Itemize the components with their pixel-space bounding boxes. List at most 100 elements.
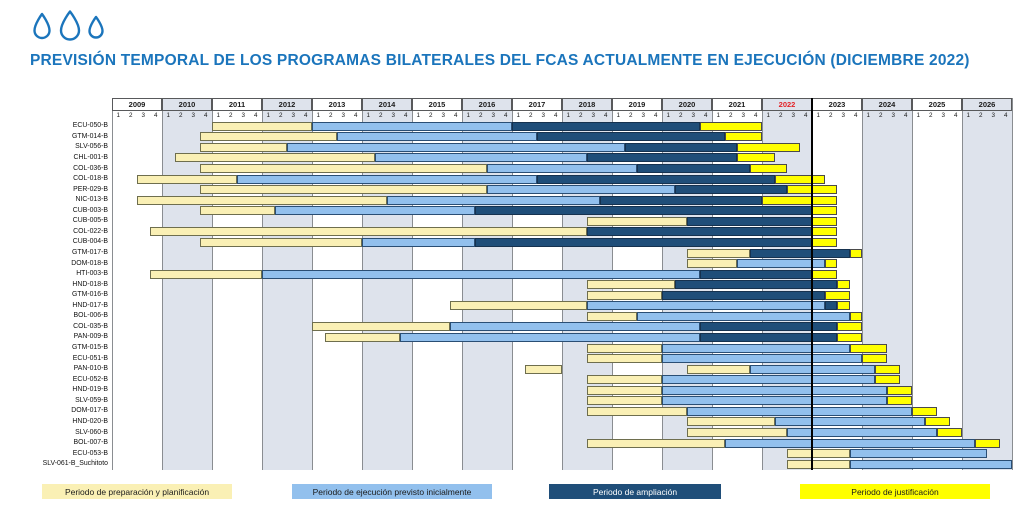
year-column-2009 <box>112 98 162 470</box>
quarter-row-2009: 1 2 3 4 <box>112 111 162 121</box>
quarter-label: 1 <box>716 112 720 119</box>
quarter-row-2021: 1 2 3 4 <box>712 111 762 121</box>
quarter-label: 4 <box>403 112 408 119</box>
gantt-bar-prep-BOL-007-B <box>587 438 725 448</box>
gantt-bar-exec-SLV-061-B_Suchitoto <box>849 459 1012 469</box>
quarter-label: 1 <box>966 112 970 119</box>
gantt-bar-just-ECU-052-B <box>874 375 900 385</box>
gantt-bar-just-GTM-016-B <box>824 290 850 300</box>
quarter-label: 3 <box>641 112 645 119</box>
quarter-label: 1 <box>566 112 570 119</box>
gantt-bar-amp-PAN-009-B <box>699 332 837 342</box>
quarter-row-2017: 1 2 3 4 <box>512 111 562 121</box>
year-header-2012: 2012 <box>262 98 312 111</box>
quarter-label: 3 <box>891 112 895 119</box>
gantt-bar-amp-CUB-005-B <box>687 216 812 226</box>
quarter-label: 1 <box>516 112 520 119</box>
quarter-row-2023: 1 2 3 4 <box>812 111 862 121</box>
quarter-label: 2 <box>578 112 583 119</box>
gantt-bar-prep-PAN-010-B <box>524 364 562 374</box>
quarter-label: 3 <box>291 112 295 119</box>
quarter-label: 1 <box>916 112 920 119</box>
gantt-bar-prep-DOM-017-B <box>587 406 687 416</box>
gantt-bar-just-ECU-051-B <box>862 354 887 364</box>
gantt-bar-prep-HND-020-B <box>687 417 775 427</box>
quarter-label: 2 <box>628 112 633 119</box>
gantt-bar-prep-COL-035-B <box>312 322 450 332</box>
gantt-bar-exec-DOM-018-B <box>737 259 825 269</box>
gantt-bar-prep-ECU-051-B <box>587 354 662 364</box>
row-label-COL-036-B: COL-036-B <box>73 164 108 172</box>
quarter-row-2011: 1 2 3 4 <box>212 111 262 121</box>
year-header-2019: 2019 <box>612 98 662 111</box>
gantt-bar-amp-PER-029-B <box>674 185 787 195</box>
quarter-label: 3 <box>191 112 195 119</box>
quarter-label: 4 <box>453 112 458 119</box>
row-label-HND-020-B: HND-020-B <box>72 417 108 425</box>
gantt-bar-just-PAN-009-B <box>837 332 862 342</box>
gantt-bar-just-DOM-017-B <box>912 406 937 416</box>
gantt-bar-amp-HTI-003-B <box>699 269 812 279</box>
gantt-bar-exec-BOL-006-B <box>637 311 850 321</box>
quarter-label: 1 <box>816 112 820 119</box>
gantt-bar-amp-ECU-050-B <box>512 121 700 131</box>
gantt-bar-exec-PER-029-B <box>487 185 675 195</box>
quarter-label: 4 <box>253 112 258 119</box>
row-label-COL-018-B: COL-018-B <box>73 175 108 183</box>
gantt-bar-just-SLV-059-B <box>887 396 912 406</box>
year-header-2009: 2009 <box>112 98 162 111</box>
gantt-bar-exec-COL-018-B <box>237 174 537 184</box>
quarter-label: 4 <box>203 112 208 119</box>
row-label-SLV-056-B: SLV-056-B <box>75 143 108 151</box>
gantt-bar-prep-HND-019-B <box>587 385 662 395</box>
gantt-bar-just-COL-018-B <box>774 174 825 184</box>
gantt-bar-prep-COL-036-B <box>199 164 487 174</box>
row-label-ECU-053-B: ECU-053-B <box>72 449 108 457</box>
quarter-label: 2 <box>678 112 683 119</box>
quarter-label: 3 <box>141 112 145 119</box>
quarter-label: 4 <box>553 112 558 119</box>
gantt-bar-just-CHL-001-B <box>737 153 775 163</box>
legend-item-prep: Periodo de preparación y planificación <box>42 484 232 499</box>
gantt-bar-just-HND-019-B <box>887 385 912 395</box>
row-label-CUB-005-B: CUB-005-B <box>72 217 108 225</box>
gantt-bar-exec-SLV-060-B <box>787 428 937 438</box>
row-label-ECU-050-B: ECU-050-B <box>72 122 108 130</box>
quarter-label: 4 <box>303 112 308 119</box>
quarter-label: 1 <box>866 112 870 119</box>
quarter-label: 4 <box>953 112 958 119</box>
gantt-bar-prep-CUB-005-B <box>587 216 687 226</box>
year-header-2025: 2025 <box>912 98 962 111</box>
quarter-label: 1 <box>666 112 670 119</box>
quarter-label: 1 <box>216 112 220 119</box>
year-header-2010: 2010 <box>162 98 212 111</box>
gantt-bar-prep-CUB-003-B <box>199 206 275 216</box>
gantt-bar-prep-COL-018-B <box>137 174 237 184</box>
gantt-bar-just-COL-035-B <box>837 322 862 332</box>
gantt-bar-exec-ECU-051-B <box>662 354 862 364</box>
quarter-label: 2 <box>428 112 433 119</box>
quarter-label: 3 <box>691 112 695 119</box>
gantt-bar-just-CUB-004-B <box>812 237 837 247</box>
quarter-label: 3 <box>491 112 495 119</box>
year-header-2024: 2024 <box>862 98 912 111</box>
gantt-bar-exec-SLV-059-B <box>662 396 887 406</box>
quarter-row-2015: 1 2 3 4 <box>412 111 462 121</box>
legend-item-just: Periodo de justificación <box>800 484 990 499</box>
gantt-bar-amp-COL-018-B <box>537 174 775 184</box>
gantt-bar-exec-COL-035-B <box>449 322 700 332</box>
gantt-bar-just-ECU-050-B <box>699 121 762 131</box>
quarter-label: 2 <box>528 112 533 119</box>
gantt-bar-prep-BOL-006-B <box>587 311 637 321</box>
gantt-bar-prep-SLV-061-B_Suchitoto <box>787 459 850 469</box>
gantt-bar-prep-GTM-016-B <box>587 290 662 300</box>
quarter-row-2024: 1 2 3 4 <box>862 111 912 121</box>
gantt-bar-just-GTM-015-B <box>849 343 887 353</box>
row-label-SLV-059-B: SLV-059-B <box>75 396 108 404</box>
row-label-GTM-017-B: GTM-017-B <box>72 249 108 256</box>
quarter-row-2018: 1 2 3 4 <box>562 111 612 121</box>
quarter-label: 3 <box>241 112 245 119</box>
quarter-label: 4 <box>753 112 758 119</box>
year-header-2013: 2013 <box>312 98 362 111</box>
gantt-bar-exec-HTI-003-B <box>262 269 700 279</box>
